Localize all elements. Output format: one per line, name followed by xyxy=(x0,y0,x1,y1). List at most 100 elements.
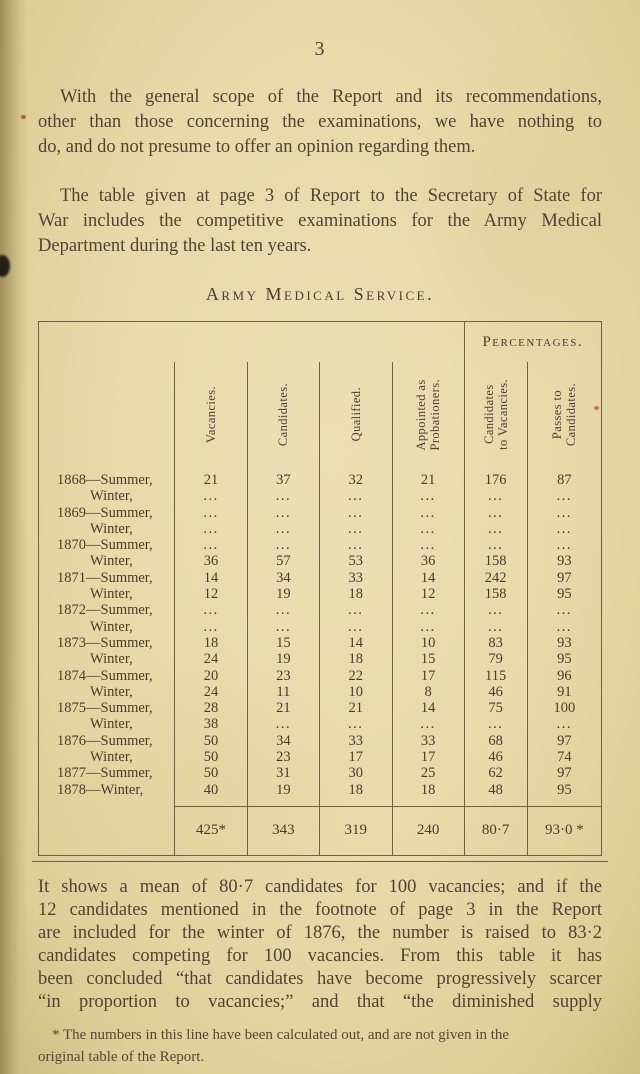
table-row: 1869—Summer,.................. xyxy=(39,504,602,521)
table-row: 1878—Winter, 40 19 18 18 48 95 xyxy=(39,781,602,798)
value-cell: ... xyxy=(526,716,602,733)
value-cell: ... xyxy=(526,537,602,554)
value-cell: 10 xyxy=(391,634,465,652)
value-cell: 19 xyxy=(246,781,320,798)
value-cell: 74 xyxy=(526,749,602,766)
percentages-label: Percentages. xyxy=(482,334,584,350)
binding-gutter-shadow xyxy=(0,0,28,1074)
spacer-cell xyxy=(246,797,320,807)
text-line: With the general scope of the Report and… xyxy=(60,87,602,107)
spacer-cell xyxy=(391,797,465,807)
value-cell: 11 xyxy=(246,683,320,701)
rotated-header-text: Candidates. xyxy=(276,383,290,446)
table-row: 1875—Summer, 28 21 21 14 75 100 xyxy=(39,700,602,717)
table-row: Winter, 24 11 10 8 46 91 xyxy=(39,683,602,701)
value-cell: ... xyxy=(526,520,602,538)
rotated-header-text: Candidates to Vacancies. xyxy=(482,379,510,450)
column-header-0: Vacancies. xyxy=(174,362,248,472)
value-cell: ... xyxy=(526,488,602,505)
value-cell: ... xyxy=(391,520,465,538)
text-line: do, and do not presume to offer an opini… xyxy=(38,137,476,157)
text-line: * The numbers in this line have been cal… xyxy=(52,1026,510,1043)
value-cell: 10 xyxy=(318,683,393,701)
header-line: Appointed as xyxy=(414,378,429,451)
row-label: 1876—Summer, xyxy=(57,732,153,749)
value-cell: ... xyxy=(318,537,393,554)
value-cell: 50 xyxy=(174,765,248,782)
row-label: 1868—Summer, xyxy=(57,472,153,488)
value-cell: ... xyxy=(391,602,465,619)
value-cell: 100 xyxy=(526,700,602,717)
value-cell: 91 xyxy=(526,683,602,701)
totals-value-cell: 343 xyxy=(246,805,320,856)
value-cell: 37 xyxy=(246,472,320,489)
table-body: 1868—Summer, 21 37 32 21 176 87 Winter,........… xyxy=(39,472,602,798)
value-cell: 20 xyxy=(174,667,248,684)
row-label: Winter, xyxy=(90,520,133,537)
value-cell: ... xyxy=(174,520,248,538)
row-label: Winter, xyxy=(90,553,133,570)
value-cell: 97 xyxy=(526,765,602,782)
value-cell: ... xyxy=(174,488,248,505)
value-cell: 33 xyxy=(318,732,393,750)
ink-blob xyxy=(0,255,10,277)
table-row: 1874—Summer, 20 23 22 17 115 96 xyxy=(39,667,602,684)
table-row: Winter,.................. xyxy=(39,520,602,538)
totals-value-cell: 240 xyxy=(391,805,465,856)
value-cell: ... xyxy=(174,504,248,521)
spacer-cell xyxy=(174,797,248,807)
value-cell: 36 xyxy=(174,553,248,570)
spacer-cell xyxy=(526,797,602,807)
value-cell: ... xyxy=(174,537,248,554)
row-label: 1869—Summer, xyxy=(57,504,153,521)
value-cell: 95 xyxy=(526,651,602,668)
header-line: Passes to xyxy=(550,389,565,440)
table-row: Winter, 36 57 53 36 158 93 xyxy=(39,553,602,570)
text-line: original table of the Report. xyxy=(38,1048,205,1065)
value-cell: ... xyxy=(463,618,528,635)
page-number: 3 xyxy=(314,38,326,60)
spacer-cell xyxy=(463,797,528,807)
table-row: 1870—Summer,.................. xyxy=(39,537,602,554)
value-cell: 15 xyxy=(246,634,320,652)
header-line: Qualified. xyxy=(348,387,363,442)
totals-label-cell xyxy=(39,806,175,855)
header-line: Candidates. xyxy=(276,382,291,447)
value-cell: ... xyxy=(246,488,320,505)
value-cell: 46 xyxy=(463,683,528,701)
value-cell: 32 xyxy=(318,472,393,489)
text-line: 12 candidates mentioned in the footnote … xyxy=(38,899,602,920)
table-row: Winter, 38............... xyxy=(39,716,602,733)
value-cell: 38 xyxy=(174,716,248,733)
value-cell: 75 xyxy=(463,700,528,717)
row-label: Winter, xyxy=(90,586,133,603)
table-row: 1868—Summer, 21 37 32 21 176 87 xyxy=(39,472,602,489)
value-cell: 97 xyxy=(526,732,602,750)
row-label: Winter, xyxy=(90,716,133,733)
table-row: Winter,.................. xyxy=(39,488,602,505)
value-cell: 93 xyxy=(526,634,602,652)
value-cell: 21 xyxy=(174,472,248,489)
row-label: 1870—Summer, xyxy=(57,537,153,554)
value-cell: ... xyxy=(391,716,465,733)
value-cell: 21 xyxy=(246,700,320,717)
value-cell: 62 xyxy=(463,765,528,782)
value-cell: ... xyxy=(174,618,248,635)
text-line: The table given at page 3 of Report to t… xyxy=(60,186,602,206)
text-line: It shows a mean of 80·7 candidates for 1… xyxy=(38,876,602,897)
value-cell: ... xyxy=(463,602,528,619)
text-line: candidates competing for 100 vacancies. … xyxy=(38,945,602,966)
value-cell: ... xyxy=(463,488,528,505)
column-header-4: Candidates to Vacancies. xyxy=(463,362,528,472)
value-cell: ... xyxy=(246,537,320,554)
row-label: 1872—Summer, xyxy=(57,602,153,619)
value-cell: 34 xyxy=(246,569,320,587)
value-cell: 68 xyxy=(463,732,528,750)
value-cell: 30 xyxy=(318,765,393,782)
text-line: War includes the competitive examination… xyxy=(38,211,602,231)
column-header-5: Passes to Candidates. xyxy=(526,362,602,472)
value-cell: 34 xyxy=(246,732,320,750)
value-cell: ... xyxy=(463,537,528,554)
percentages-header-cell: Percentages. xyxy=(463,321,602,362)
rotated-header-text: Vacancies. xyxy=(204,386,218,443)
